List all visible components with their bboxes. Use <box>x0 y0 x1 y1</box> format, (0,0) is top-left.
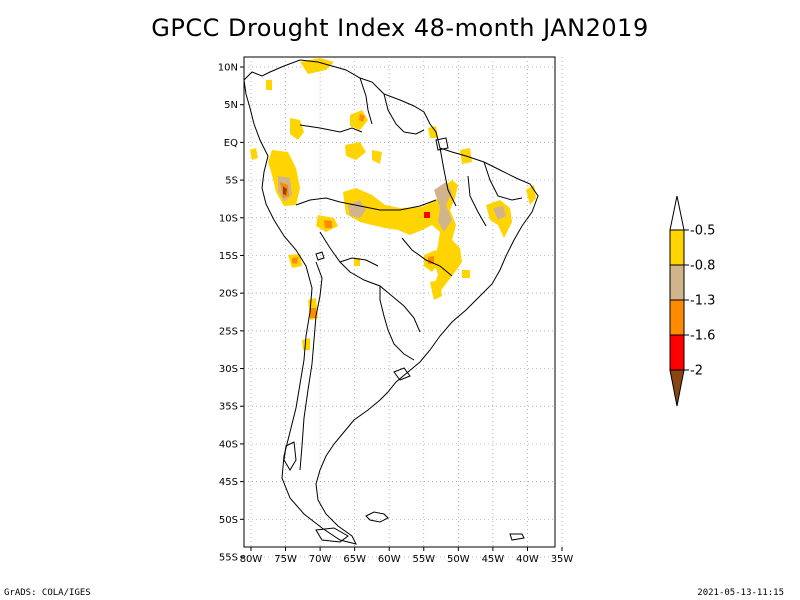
lon-tick-label: 70W <box>309 554 332 565</box>
country-border <box>295 197 437 211</box>
country-border <box>299 261 323 471</box>
legend-swatch-class1 <box>669 229 685 266</box>
footer-timestamp: 2021-05-13-11:15 <box>697 588 784 598</box>
legend-label: -1.6 <box>690 329 715 344</box>
map-title: GPCC Drought Index 48-month JAN2019 <box>151 14 649 42</box>
drought-region-class1 <box>300 58 334 74</box>
longitude-axis: 80W 75W 70W 65W 60W 55W 50W 45W 40W 35W <box>240 547 574 565</box>
drought-region-class3 <box>359 114 365 122</box>
island-falklands <box>365 511 389 523</box>
country-border <box>383 93 405 133</box>
lat-tick-label: 40S <box>219 439 238 450</box>
lat-tick-label: 55S <box>219 553 238 564</box>
lat-tick-label: 5S <box>225 176 238 187</box>
drought-region-class3 <box>292 257 298 264</box>
lon-tick-label: 80W <box>240 554 263 565</box>
drought-region-class1 <box>526 185 536 205</box>
legend-label: -1.3 <box>690 294 715 309</box>
legend-label: -2 <box>690 364 703 379</box>
country-border <box>467 175 487 227</box>
drought-region-class1 <box>250 148 258 160</box>
drought-region-class1 <box>345 142 366 160</box>
legend-swatch-class2 <box>669 264 685 301</box>
drought-region-class2 <box>493 206 506 220</box>
lat-tick-label: 10N <box>218 63 238 74</box>
country-border <box>379 286 415 361</box>
country-border <box>439 147 457 207</box>
legend-arrow-bottom <box>669 369 685 407</box>
drought-region-class1 <box>266 80 272 90</box>
lat-tick-label: 30S <box>219 364 238 375</box>
country-border <box>359 77 373 125</box>
drought-region-class1 <box>290 118 304 140</box>
lat-tick-label: 20S <box>219 289 238 300</box>
drought-region-class3 <box>310 308 316 318</box>
latitude-axis: 10N 5N EQ 5S 10S 15S 20S 25S 30S 35S 40S 45S 50S 55S <box>218 63 244 564</box>
lon-tick-label: 65W <box>343 554 366 565</box>
map-frame <box>243 56 556 548</box>
drought-region-class1 <box>462 270 470 278</box>
drought-region-class1 <box>354 258 360 266</box>
drought-region-class4 <box>424 212 430 218</box>
coastlines <box>243 59 539 545</box>
drought-region-class1 <box>302 338 310 350</box>
lat-tick-label: EQ <box>224 138 238 149</box>
legend-arrow-top <box>669 195 685 231</box>
drought-region-class1 <box>372 150 382 164</box>
gridlines <box>244 57 563 558</box>
island-marajo <box>435 137 449 151</box>
drought-region-class1 <box>430 280 442 300</box>
lon-tick-label: 60W <box>378 554 401 565</box>
country-border <box>339 257 379 267</box>
island-chiloe-and-fjords <box>283 441 297 471</box>
south-america-coastline <box>243 59 539 545</box>
island-tierra-del-fuego <box>315 527 349 543</box>
map-border <box>243 56 556 548</box>
lat-tick-label: 45S <box>219 477 238 488</box>
lat-tick-label: 35S <box>219 402 238 413</box>
legend-swatch-class3 <box>669 299 685 336</box>
country-border <box>403 129 425 135</box>
lon-tick-label: 40W <box>516 554 539 565</box>
country-border <box>299 124 363 133</box>
island-south-georgia <box>509 533 525 541</box>
colorbar-legend: -0.5 -0.8 -1.3 -1.6 -2 <box>669 195 715 407</box>
legend-label: -0.8 <box>690 259 715 274</box>
footer-credit: GrADS: COLA/IGES <box>4 588 91 598</box>
lat-tick-label: 10S <box>219 213 238 224</box>
lat-tick-label: 50S <box>219 515 238 526</box>
legend-label: -0.5 <box>690 224 715 239</box>
country-border <box>401 237 453 277</box>
lat-tick-label: 15S <box>219 251 238 262</box>
country-border <box>319 231 421 333</box>
legend-swatch-class4 <box>669 334 685 371</box>
lon-tick-label: 75W <box>274 554 297 565</box>
lon-tick-label: 35W <box>551 554 574 565</box>
lake-titicaca <box>315 251 325 261</box>
drought-region-class2 <box>434 182 452 232</box>
lon-tick-label: 45W <box>482 554 505 565</box>
lat-tick-label: 25S <box>219 326 238 337</box>
lon-tick-label: 55W <box>412 554 435 565</box>
drought-region-class1 <box>428 126 438 138</box>
drought-region-class5 <box>283 186 287 195</box>
lon-tick-label: 50W <box>447 554 470 565</box>
lat-tick-label: 5N <box>224 100 238 111</box>
country-border <box>483 161 523 201</box>
river-estuary <box>393 367 411 381</box>
drought-region-class3 <box>324 220 332 228</box>
